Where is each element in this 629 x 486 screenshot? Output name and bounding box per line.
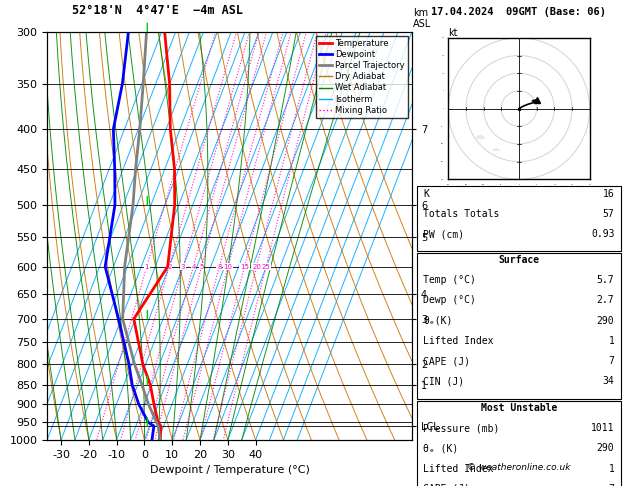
Text: 10: 10	[223, 263, 233, 270]
Text: 3: 3	[181, 263, 186, 270]
Text: km
ASL: km ASL	[413, 8, 431, 29]
Text: Lifted Index: Lifted Index	[423, 464, 494, 473]
Text: 1: 1	[608, 464, 615, 473]
Text: 7: 7	[608, 356, 615, 366]
Text: © weatheronline.co.uk: © weatheronline.co.uk	[467, 463, 571, 471]
Text: Pressure (mb): Pressure (mb)	[423, 423, 500, 433]
Text: 8: 8	[217, 263, 221, 270]
Text: 17.04.2024  09GMT (Base: 06): 17.04.2024 09GMT (Base: 06)	[431, 7, 606, 17]
Text: 15: 15	[240, 263, 249, 270]
Text: 25: 25	[262, 263, 270, 270]
Text: 34: 34	[603, 376, 615, 386]
Text: θₑ(K): θₑ(K)	[423, 315, 453, 326]
Text: Totals Totals: Totals Totals	[423, 209, 500, 219]
Text: kt: kt	[448, 28, 458, 38]
X-axis label: Dewpoint / Temperature (°C): Dewpoint / Temperature (°C)	[150, 465, 309, 475]
Text: K: K	[423, 189, 430, 199]
Text: θₑ (K): θₑ (K)	[423, 443, 459, 453]
Bar	[417, 401, 621, 486]
Text: Most Unstable: Most Unstable	[481, 403, 557, 413]
Text: CIN (J): CIN (J)	[423, 376, 465, 386]
Text: 1: 1	[145, 263, 149, 270]
Text: 0.93: 0.93	[591, 229, 615, 239]
Text: 1: 1	[608, 336, 615, 346]
Text: ☂: ☂	[491, 147, 501, 156]
Text: Surface: Surface	[498, 255, 540, 265]
Text: 4: 4	[191, 263, 196, 270]
Text: 5: 5	[199, 263, 204, 270]
Text: 290: 290	[597, 443, 615, 453]
Text: 52°18'N  4°47'E  −4m ASL: 52°18'N 4°47'E −4m ASL	[72, 4, 243, 17]
Text: 7: 7	[608, 484, 615, 486]
Text: 20: 20	[252, 263, 261, 270]
Bar	[417, 186, 621, 251]
Legend: Temperature, Dewpoint, Parcel Trajectory, Dry Adiabat, Wet Adiabat, Isotherm, Mi: Temperature, Dewpoint, Parcel Trajectory…	[316, 36, 408, 118]
Text: 290: 290	[597, 315, 615, 326]
Text: 16: 16	[603, 189, 615, 199]
Bar	[417, 253, 621, 399]
Text: CAPE (J): CAPE (J)	[423, 484, 470, 486]
Text: PW (cm): PW (cm)	[423, 229, 465, 239]
Text: CAPE (J): CAPE (J)	[423, 356, 470, 366]
Text: 2: 2	[167, 263, 172, 270]
Text: Dewp (°C): Dewp (°C)	[423, 295, 476, 305]
Text: Temp (°C): Temp (°C)	[423, 275, 476, 285]
Text: 5.7: 5.7	[597, 275, 615, 285]
Text: ☂: ☂	[473, 133, 486, 147]
Text: 2.7: 2.7	[597, 295, 615, 305]
Text: 1011: 1011	[591, 423, 615, 433]
Text: Lifted Index: Lifted Index	[423, 336, 494, 346]
Text: 57: 57	[603, 209, 615, 219]
